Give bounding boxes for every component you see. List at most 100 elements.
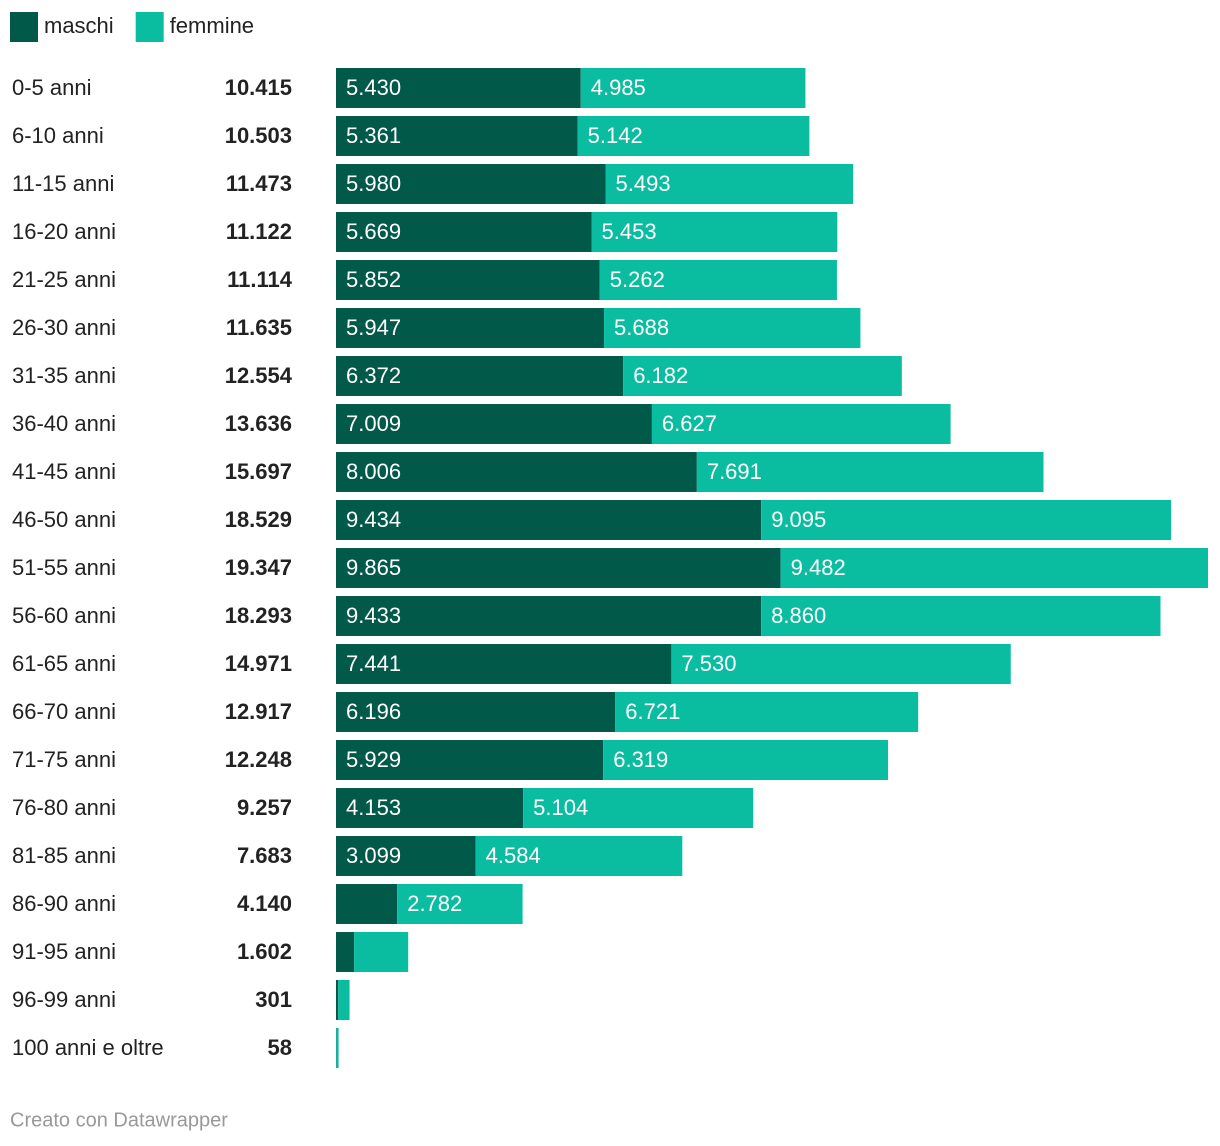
bar-segment [623,356,902,396]
category-label: 71-75 anni [12,747,116,772]
category-label: 16-20 anni [12,219,116,244]
bar-segment [475,836,683,876]
value-label: 9.433 [346,603,401,628]
value-label: 6.627 [662,411,717,436]
total-label: 12.917 [225,699,292,724]
total-label: 11.473 [226,171,292,196]
bar-segment [336,68,581,108]
total-label: 10.415 [225,75,292,100]
total-label: 7.683 [237,843,292,868]
value-label: 5.852 [346,267,401,292]
total-label: 15.697 [225,459,292,484]
bar-segment [338,980,350,1020]
total-label: 4.140 [237,891,292,916]
category-label: 31-35 anni [12,363,116,388]
category-label: 26-30 anni [12,315,116,340]
value-label: 5.361 [346,123,401,148]
total-label: 58 [268,1035,292,1060]
value-label: 4.985 [591,75,646,100]
bar-segment [696,452,1044,492]
bar-segment [336,356,624,396]
value-label: 7.009 [346,411,401,436]
total-label: 12.554 [225,363,293,388]
category-label: 11-15 anni [12,171,114,196]
bar-segment [336,740,604,780]
bar-segment [599,260,837,300]
value-label: 6.372 [346,363,401,388]
value-label: 5.669 [346,219,401,244]
total-label: 9.257 [237,795,292,820]
category-label: 61-65 anni [12,651,116,676]
bar-segment [591,212,838,252]
bar-segment [336,404,652,444]
total-label: 12.248 [225,747,292,772]
value-label: 5.453 [602,219,657,244]
bar-segment [336,260,600,300]
value-label: 2.782 [407,891,462,916]
value-label: 4.153 [346,795,401,820]
category-label: 56-60 anni [12,603,116,628]
bar-segment [336,308,605,348]
bar-segment [336,116,578,156]
category-label: 46-50 anni [12,507,116,532]
bar-segment [761,500,1172,540]
bar-segment [615,692,919,732]
category-label: 76-80 anni [12,795,116,820]
legend-label: maschi [44,13,114,38]
value-label: 4.584 [486,843,541,868]
total-label: 10.503 [225,123,292,148]
bar-segment [397,884,523,924]
category-label: 86-90 anni [12,891,116,916]
value-label: 3.099 [346,843,401,868]
category-label: 96-99 anni [12,987,116,1012]
value-label: 5.929 [346,747,401,772]
value-label: 9.865 [346,555,401,580]
value-label: 8.006 [346,459,401,484]
value-label: 7.530 [681,651,736,676]
category-label: 91-95 anni [12,939,116,964]
value-label: 5.947 [346,315,401,340]
footer: Creato con Datawrapper [10,1109,228,1131]
bar-segment [336,1028,339,1068]
bar-segment [580,68,806,108]
bar-segment [605,164,854,204]
bar-segment [761,596,1161,636]
value-label: 5.104 [533,795,588,820]
total-label: 18.529 [225,507,292,532]
value-label: 7.441 [346,651,401,676]
category-label: 100 anni e oltre [12,1035,164,1060]
bar-segment [780,548,1208,588]
bar-segment [336,164,606,204]
total-label: 11.635 [226,315,292,340]
bar-segment [336,980,339,1020]
category-label: 0-5 anni [12,75,92,100]
bar-segment [336,212,592,252]
value-label: 6.319 [613,747,668,772]
bar-segment [336,932,355,972]
value-label: 5.262 [610,267,665,292]
bar-segment [604,308,861,348]
total-label: 11.114 [227,267,293,292]
bar-segment [336,884,398,924]
bar-segment [336,500,762,540]
value-label: 9.482 [791,555,846,580]
value-label: 5.142 [588,123,643,148]
bar-segment [336,548,781,588]
value-label: 5.980 [346,171,401,196]
value-label: 9.434 [346,507,401,532]
value-label: 5.430 [346,75,401,100]
category-label: 6-10 anni [12,123,104,148]
category-label: 66-70 anni [12,699,116,724]
legend-label: femmine [170,13,254,38]
value-label: 7.691 [707,459,762,484]
bar-segment [336,692,616,732]
total-label: 18.293 [225,603,292,628]
bar-segment [336,644,672,684]
bar-segment [336,452,697,492]
bar-segment [523,788,754,828]
bar-segment [651,404,951,444]
bar-segment [577,116,810,156]
category-label: 21-25 anni [12,267,116,292]
total-label: 11.122 [226,219,292,244]
